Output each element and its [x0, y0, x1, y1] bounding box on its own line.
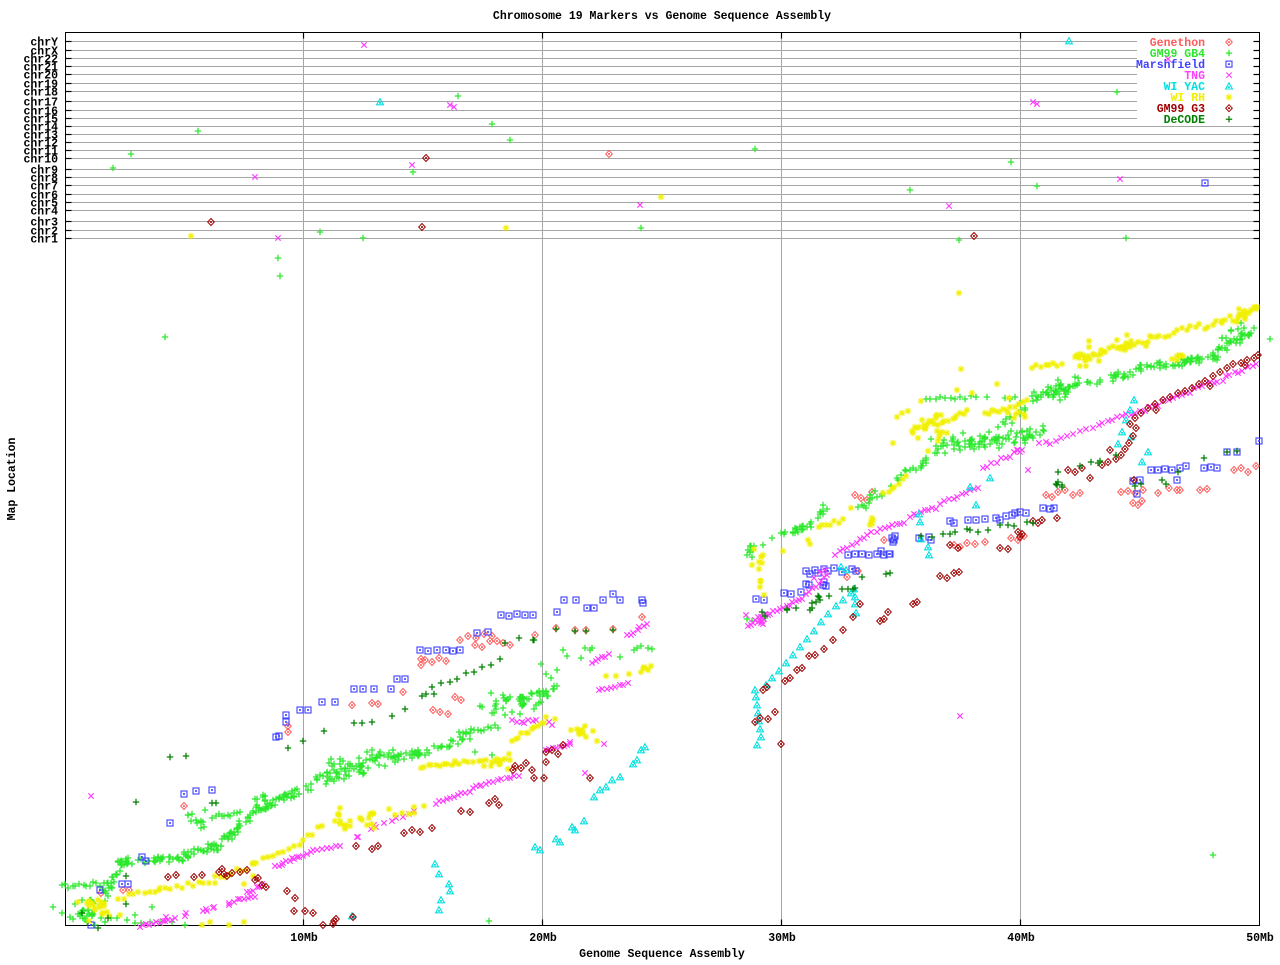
svg-text:chr20: chr20 [23, 70, 58, 83]
svg-text:chr21: chr21 [23, 62, 58, 75]
svg-text:chr14: chr14 [23, 122, 58, 135]
svg-text:Chromosome 19 Markers vs Genom: Chromosome 19 Markers vs Genome Sequence… [493, 10, 831, 23]
svg-text:Map Location: Map Location [6, 438, 19, 521]
svg-text:chr8: chr8 [30, 173, 58, 186]
svg-text:Genethon: Genethon [1150, 37, 1205, 50]
svg-text:Genome Sequence Assembly: Genome Sequence Assembly [579, 948, 745, 960]
svg-text:chr10: chr10 [23, 154, 58, 167]
svg-text:chr1: chr1 [30, 234, 58, 247]
svg-text:chr7: chr7 [30, 181, 58, 194]
svg-text:chr6: chr6 [30, 190, 58, 203]
svg-text:chr22: chr22 [23, 54, 58, 67]
svg-text:chr4: chr4 [30, 206, 58, 219]
svg-text:50Mb: 50Mb [1246, 932, 1274, 945]
svg-text:WI YAC: WI YAC [1164, 81, 1206, 94]
svg-text:chrX: chrX [30, 46, 58, 59]
svg-text:chr2: chr2 [30, 226, 58, 239]
svg-text:GM99 G3: GM99 G3 [1157, 103, 1205, 116]
svg-text:TNG: TNG [1184, 70, 1205, 83]
svg-text:chr11: chr11 [23, 146, 58, 159]
svg-text:GM99 GB4: GM99 GB4 [1150, 48, 1205, 61]
svg-text:chrY: chrY [30, 37, 58, 50]
svg-text:chr19: chr19 [23, 79, 58, 92]
svg-text:chr5: chr5 [30, 198, 58, 211]
svg-text:40Mb: 40Mb [1007, 932, 1035, 945]
svg-text:30Mb: 30Mb [768, 932, 796, 945]
svg-text:WI RH: WI RH [1170, 92, 1205, 105]
svg-text:chr17: chr17 [23, 97, 58, 110]
svg-text:chr16: chr16 [23, 106, 58, 119]
svg-text:20Mb: 20Mb [529, 932, 557, 945]
svg-text:chr9: chr9 [30, 165, 58, 178]
svg-text:chr13: chr13 [23, 130, 58, 143]
svg-text:chr18: chr18 [23, 87, 58, 100]
svg-text:10Mb: 10Mb [290, 932, 318, 945]
svg-text:DeCODE: DeCODE [1164, 114, 1206, 127]
svg-text:chr15: chr15 [23, 114, 58, 127]
svg-text:chr12: chr12 [23, 138, 58, 151]
svg-text:Marshfield: Marshfield [1136, 59, 1205, 72]
svg-text:chr3: chr3 [30, 217, 58, 230]
